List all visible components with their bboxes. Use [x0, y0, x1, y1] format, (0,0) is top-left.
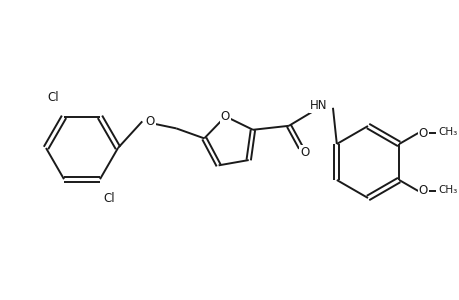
Text: CH₃: CH₃: [437, 185, 457, 195]
Text: O: O: [300, 146, 309, 159]
Text: HN: HN: [309, 99, 327, 112]
Text: Cl: Cl: [47, 91, 59, 104]
Text: Cl: Cl: [103, 192, 115, 205]
Text: O: O: [220, 110, 230, 123]
Text: O: O: [418, 127, 427, 140]
Text: CH₃: CH₃: [437, 127, 457, 137]
Text: O: O: [146, 115, 155, 128]
Text: O: O: [418, 184, 427, 197]
